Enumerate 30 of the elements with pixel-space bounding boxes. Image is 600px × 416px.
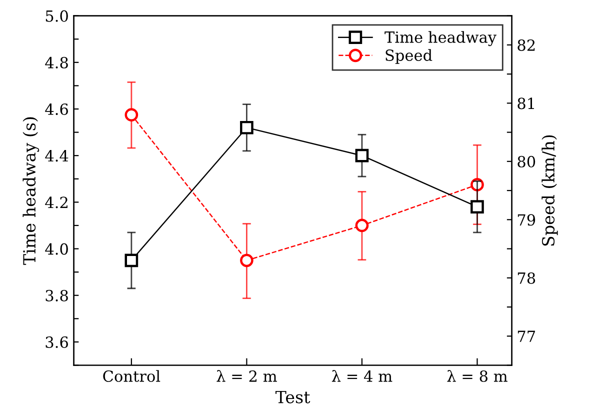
legend-label: Time headway — [384, 31, 496, 46]
legend-label: Speed — [386, 49, 432, 64]
y2-tick-label: 77 — [518, 330, 535, 342]
x-tick-label: λ = 8 m — [447, 370, 508, 382]
y-tick-label: 4.4 — [45, 150, 68, 162]
x-tick-label: λ = 2 m — [216, 370, 277, 382]
point — [355, 148, 369, 162]
y-tick-label: 4.2 — [45, 196, 68, 208]
y-tick-label: 4.8 — [45, 56, 68, 68]
point — [355, 218, 369, 232]
point — [240, 120, 254, 134]
y-tick-label: 3.6 — [46, 336, 68, 348]
point — [124, 108, 138, 122]
x-axis-title: Test — [275, 390, 310, 404]
point — [240, 254, 254, 268]
point — [470, 200, 484, 214]
x-tick-label: Control — [103, 370, 160, 382]
x-tick-label: λ = 4 m — [332, 370, 392, 382]
y2-tick-label: 81 — [518, 98, 534, 110]
y2-tick-label: 80 — [518, 156, 536, 168]
y2-tick-label: 78 — [518, 272, 536, 284]
point — [124, 254, 138, 268]
y-tick-label: 4.6 — [45, 103, 68, 116]
y2-axis-title: Speed (km/h) — [542, 135, 558, 246]
y-tick-label: 5.0 — [46, 10, 68, 22]
y-tick-label: 3.8 — [46, 290, 68, 302]
y2-tick-label: 79 — [518, 214, 536, 226]
y-tick-label: 4.0 — [45, 243, 68, 255]
y2-tick-label: 82 — [518, 39, 535, 51]
y-axis-title: Time headway (s) — [22, 117, 40, 265]
